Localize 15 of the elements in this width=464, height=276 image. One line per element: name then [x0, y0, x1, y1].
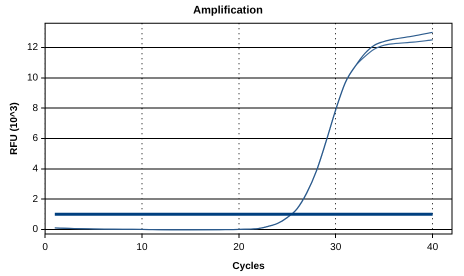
y-tick-label: 6	[32, 133, 39, 144]
x-tick-label: 10	[136, 242, 148, 253]
y-tick-label: 12	[27, 42, 39, 54]
y-tick-label: 10	[27, 72, 39, 84]
y-tick-label: 8	[32, 102, 39, 114]
chart-title: Amplification	[193, 4, 264, 17]
x-axis-title: Cycles	[232, 260, 266, 272]
x-tick-label: 30	[330, 242, 342, 253]
y-tick-label: 0	[32, 224, 39, 236]
x-tick-label: 40	[427, 242, 439, 253]
x-tick-label: 0	[42, 242, 48, 253]
y-tick-label: 4	[32, 164, 39, 175]
x-tick-label: 20	[233, 242, 245, 253]
y-axis-title: RFU (10^3)	[8, 102, 20, 155]
y-tick-label: 2	[32, 194, 39, 205]
